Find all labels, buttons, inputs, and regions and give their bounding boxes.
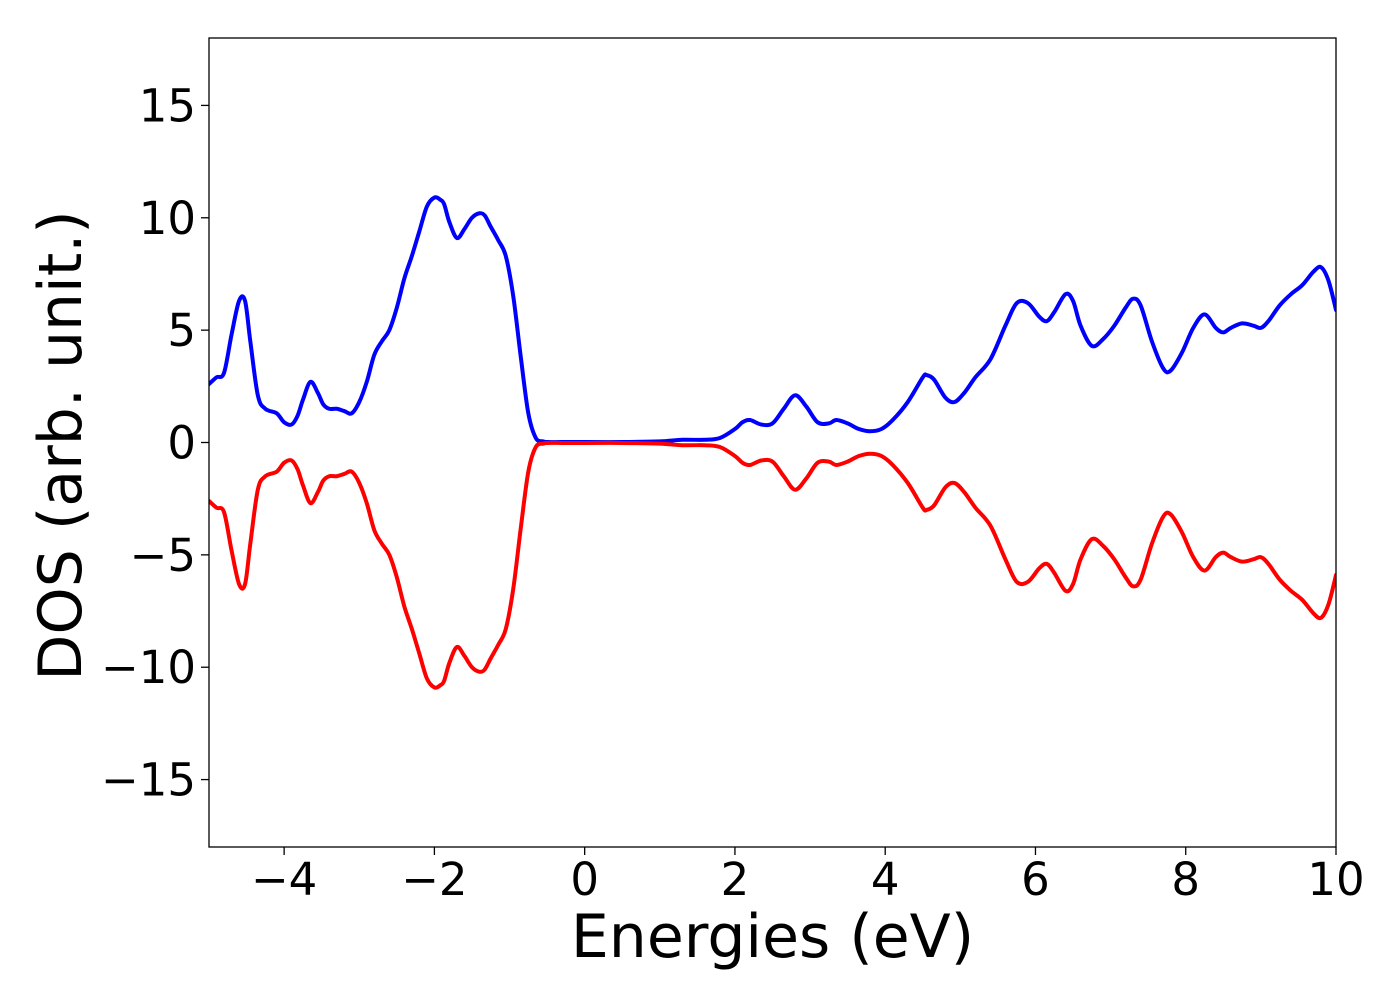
x-tick-label: 2 [721, 853, 750, 906]
y-tick-label: −15 [101, 754, 196, 807]
y-tick-label: −5 [130, 529, 196, 582]
y-tick-label: 0 [167, 417, 196, 470]
y-tick-label: 5 [167, 304, 196, 357]
x-tick-label: −2 [401, 853, 467, 906]
y-tick-label: −10 [101, 641, 196, 694]
x-tick-label: −4 [251, 853, 317, 906]
series-line-blue [209, 195, 1336, 445]
x-tick-label: 8 [1171, 853, 1200, 906]
x-tick-label: 6 [1021, 853, 1050, 906]
y-axis-ticks: 15 10 5 0 −5 −10 −15 [101, 79, 209, 807]
series-line-red [209, 440, 1336, 690]
x-tick-label: 10 [1307, 853, 1364, 906]
y-tick-label: 10 [139, 192, 196, 245]
y-tick-label: 15 [139, 79, 196, 132]
y-axis-label: DOS (arb. unit.) [26, 210, 96, 680]
x-tick-label: 0 [570, 853, 599, 906]
x-axis-label: Energies (eV) [571, 902, 974, 972]
x-tick-label: 4 [871, 853, 900, 906]
series-layer [209, 195, 1336, 690]
x-axis-ticks: −4 −2 0 2 4 6 8 10 [251, 847, 1365, 906]
